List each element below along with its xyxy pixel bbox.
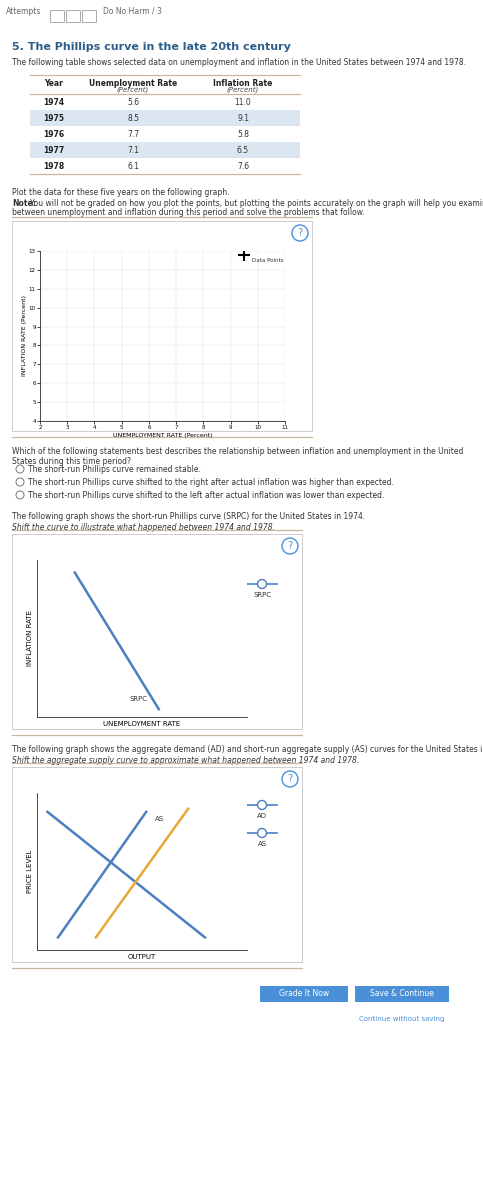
Text: You will not be graded on how you plot the points, but plotting the points accur: You will not be graded on how you plot t… [30,199,483,208]
Text: (Percent): (Percent) [117,86,149,92]
Text: SRPC: SRPC [129,696,147,702]
Text: (Percent): (Percent) [227,86,259,92]
Text: 5. The Phillips curve in the late 20th century: 5. The Phillips curve in the late 20th c… [12,42,291,52]
Y-axis label: INFLATION RATE (Percent): INFLATION RATE (Percent) [22,295,28,377]
Text: The following graph shows the aggregate demand (AD) and short-run aggregate supp: The following graph shows the aggregate … [12,745,483,754]
Text: 9.1: 9.1 [237,114,249,122]
Bar [355,986,449,1002]
Text: Attempts: Attempts [6,7,42,16]
Text: 8.5: 8.5 [127,114,139,122]
Y-axis label: INFLATION RATE: INFLATION RATE [27,611,33,666]
Text: 11.0: 11.0 [235,98,251,107]
Text: The following graph shows the short-run Phillips curve (SRPC) for the United Sta: The following graph shows the short-run … [12,512,365,521]
Text: ?: ? [287,774,293,784]
Text: AS: AS [257,841,267,847]
Bar [12,221,312,431]
Text: Data Points: Data Points [252,258,284,263]
Bar [50,10,64,22]
Text: 6.1: 6.1 [127,162,139,170]
Text: AD: AD [257,814,267,818]
Circle shape [257,800,267,810]
Text: ?: ? [298,228,302,238]
Text: Grade It Now: Grade It Now [279,989,329,997]
Circle shape [292,226,308,241]
Bar [30,110,300,126]
Circle shape [282,770,298,787]
Bar [82,10,96,22]
Bar [12,534,302,728]
X-axis label: UNEMPLOYMENT RATE (Percent): UNEMPLOYMENT RATE (Percent) [113,433,213,438]
Text: Inflation Rate: Inflation Rate [213,79,273,88]
Text: 5.8: 5.8 [237,130,249,139]
Y-axis label: PRICE LEVEL: PRICE LEVEL [27,850,33,893]
Text: 7.7: 7.7 [127,130,139,139]
Text: The short-run Phillips curve shifted to the right after actual inflation was hig: The short-run Phillips curve shifted to … [28,478,394,487]
Text: Which of the following statements best describes the relationship between inflat: Which of the following statements best d… [12,446,463,467]
Text: Unemployment Rate: Unemployment Rate [89,79,177,88]
Text: The short-run Phillips curve remained stable.: The short-run Phillips curve remained st… [28,464,201,474]
Text: 7.1: 7.1 [127,146,139,155]
Text: Save & Continue: Save & Continue [370,989,434,997]
Text: Plot the data for these five years on the following graph.: Plot the data for these five years on th… [12,188,229,197]
Text: 1977: 1977 [43,146,65,155]
Text: between unemployment and inflation during this period and solve the problems tha: between unemployment and inflation durin… [12,208,365,217]
Text: 7.6: 7.6 [237,162,249,170]
X-axis label: UNEMPLOYMENT RATE: UNEMPLOYMENT RATE [103,721,181,727]
Circle shape [257,580,267,588]
Text: 5.6: 5.6 [127,98,139,107]
Bar [66,10,80,22]
Text: The following table shows selected data on unemployment and inflation in the Uni: The following table shows selected data … [12,58,466,67]
Text: 1975: 1975 [43,114,65,122]
Text: 1978: 1978 [43,162,65,170]
Text: Note:: Note: [12,199,36,208]
Circle shape [282,538,298,554]
Bar [30,142,300,158]
Circle shape [16,491,24,499]
Bar [12,767,302,962]
Circle shape [16,464,24,473]
Text: Shift the aggregate supply curve to approximate what happened between 1974 and 1: Shift the aggregate supply curve to appr… [12,756,359,766]
Bar [0,0,483,28]
Circle shape [257,828,267,838]
Circle shape [16,478,24,486]
Bar [260,986,348,1002]
Text: ?: ? [287,541,293,551]
Text: Do No Harm / 3: Do No Harm / 3 [103,7,162,16]
Text: Shift the curve to illustrate what happened between 1974 and 1978.: Shift the curve to illustrate what happe… [12,523,275,532]
Text: 1974: 1974 [43,98,65,107]
Text: SRPC: SRPC [253,592,271,598]
Text: 1976: 1976 [43,130,65,139]
X-axis label: OUTPUT: OUTPUT [128,954,156,960]
Text: The short-run Phillips curve shifted to the left after actual inflation was lowe: The short-run Phillips curve shifted to … [28,491,384,500]
Text: Year: Year [44,78,63,88]
Text: AS: AS [155,816,164,822]
Text: Continue without saving: Continue without saving [359,1016,445,1022]
Text: 6.5: 6.5 [237,146,249,155]
